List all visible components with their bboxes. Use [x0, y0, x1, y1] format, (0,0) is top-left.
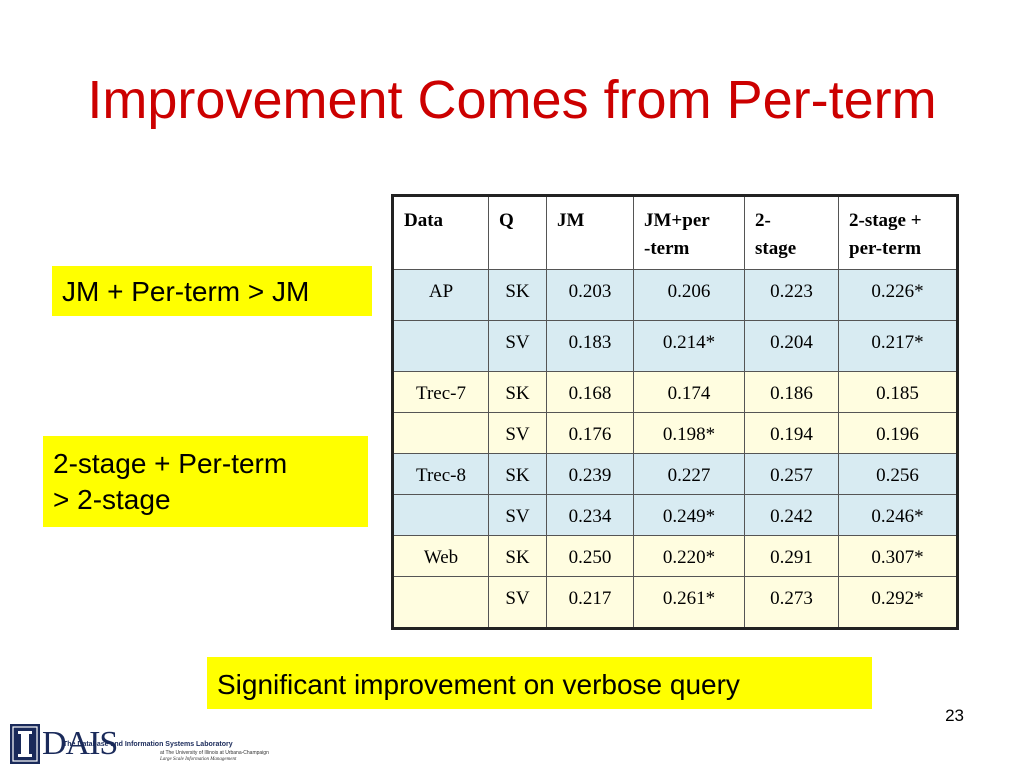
callout-two-stage-per-term: 2-stage + Per-term > 2-stage — [43, 436, 368, 527]
cell-q: SK — [488, 269, 547, 321]
cell-q: SK — [488, 371, 547, 413]
table-row: Trec-8 SK 0.239 0.227 0.257 0.256 — [392, 453, 958, 495]
cell-data — [392, 320, 489, 372]
svg-text:DAIS: DAIS — [42, 725, 117, 762]
cell-two-stage-per-term: 0.226* — [838, 269, 958, 321]
cell-jm: 0.176 — [546, 412, 634, 454]
header-two-stage-per-term: 2-stage + per-term — [838, 195, 958, 270]
cell-jm-per-term: 0.220* — [633, 535, 745, 577]
cell-two-stage-per-term: 0.185 — [838, 371, 958, 413]
cell-two-stage-per-term: 0.292* — [838, 576, 958, 629]
cell-two-stage-per-term: 0.217* — [838, 320, 958, 372]
callout-text-line2: > 2-stage — [53, 484, 171, 515]
cell-two-stage-per-term: 0.256 — [838, 453, 958, 495]
cell-jm-per-term: 0.206 — [633, 269, 745, 321]
callout-jm-per-term: JM + Per-term > JM — [52, 266, 372, 316]
cell-data — [392, 576, 489, 629]
cell-jm: 0.239 — [546, 453, 634, 495]
logo-caption: The Database and Information Systems Lab… — [63, 741, 233, 748]
cell-jm-per-term: 0.227 — [633, 453, 745, 495]
cell-two-stage: 0.223 — [744, 269, 839, 321]
callout-significant-improvement: Significant improvement on verbose query — [207, 657, 872, 709]
cell-q: SV — [488, 320, 547, 372]
table-row: SV 0.176 0.198* 0.194 0.196 — [392, 412, 958, 454]
cell-two-stage: 0.242 — [744, 494, 839, 536]
table-header-row: Data Q JM JM+per -term 2- stage 2-stage + p… — [392, 195, 958, 270]
cell-jm-per-term: 0.249* — [633, 494, 745, 536]
cell-two-stage-per-term: 0.196 — [838, 412, 958, 454]
cell-q: SV — [488, 576, 547, 629]
results-table-container: Data Q JM JM+per -term 2- stage 2-stage + p… — [391, 194, 959, 630]
table-row: AP SK 0.203 0.206 0.223 0.226* — [392, 269, 958, 321]
callout-text: Significant improvement on verbose query — [217, 669, 740, 700]
cell-two-stage: 0.291 — [744, 535, 839, 577]
dais-logo: DAIS The Database and Information System… — [8, 720, 278, 766]
logo-tagline: Large Scale Information Management — [160, 757, 237, 762]
cell-q: SK — [488, 453, 547, 495]
cell-jm-per-term: 0.261* — [633, 576, 745, 629]
cell-jm: 0.168 — [546, 371, 634, 413]
cell-data: AP — [392, 269, 489, 321]
cell-two-stage: 0.194 — [744, 412, 839, 454]
cell-jm: 0.234 — [546, 494, 634, 536]
cell-jm: 0.203 — [546, 269, 634, 321]
header-q: Q — [488, 195, 547, 270]
cell-two-stage-per-term: 0.246* — [838, 494, 958, 536]
slide-title: Improvement Comes from Per-term — [87, 70, 937, 130]
table-row: Web SK 0.250 0.220* 0.291 0.307* — [392, 535, 958, 577]
cell-jm-per-term: 0.174 — [633, 371, 745, 413]
cell-jm: 0.217 — [546, 576, 634, 629]
cell-data — [392, 412, 489, 454]
cell-q: SK — [488, 535, 547, 577]
cell-two-stage: 0.204 — [744, 320, 839, 372]
dais-wordmark-icon: DAIS — [10, 724, 118, 764]
cell-two-stage: 0.186 — [744, 371, 839, 413]
cell-data: Web — [392, 535, 489, 577]
cell-jm-per-term: 0.198* — [633, 412, 745, 454]
table-row: Trec-7 SK 0.168 0.174 0.186 0.185 — [392, 371, 958, 413]
cell-two-stage: 0.257 — [744, 453, 839, 495]
cell-jm: 0.183 — [546, 320, 634, 372]
page-number: 23 — [945, 706, 964, 725]
cell-data: Trec-8 — [392, 453, 489, 495]
cell-data — [392, 494, 489, 536]
table-row: SV 0.183 0.214* 0.204 0.217* — [392, 320, 958, 372]
cell-q: SV — [488, 494, 547, 536]
cell-jm-per-term: 0.214* — [633, 320, 745, 372]
cell-two-stage-per-term: 0.307* — [838, 535, 958, 577]
table-row: SV 0.217 0.261* 0.273 0.292* — [392, 576, 958, 629]
header-two-stage: 2- stage — [744, 195, 839, 270]
cell-data: Trec-7 — [392, 371, 489, 413]
header-jm: JM — [546, 195, 634, 270]
callout-text: JM + Per-term > JM — [62, 276, 310, 307]
table-row: SV 0.234 0.249* 0.242 0.246* — [392, 494, 958, 536]
callout-text-line1: 2-stage + Per-term — [53, 448, 288, 479]
cell-two-stage: 0.273 — [744, 576, 839, 629]
header-jm-per-term: JM+per -term — [633, 195, 745, 270]
cell-jm: 0.250 — [546, 535, 634, 577]
cell-q: SV — [488, 412, 547, 454]
logo-subtitle: at The University of Illinois at Urbana-… — [160, 750, 269, 756]
results-table: Data Q JM JM+per -term 2- stage 2-stage + p… — [391, 194, 959, 630]
header-data: Data — [392, 195, 489, 270]
